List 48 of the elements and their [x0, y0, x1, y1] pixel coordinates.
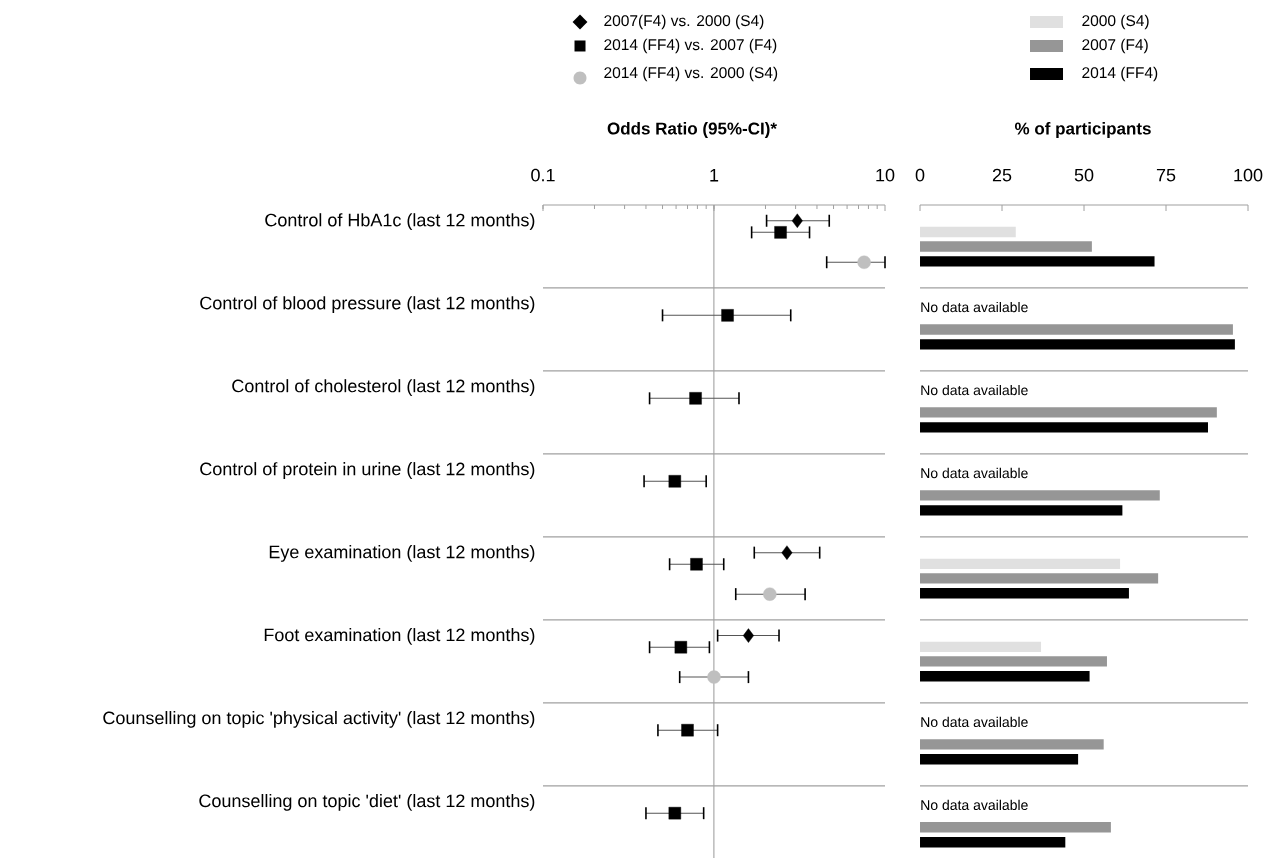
y-tick-label: Eye examination (last 12 months): [269, 545, 535, 562]
chart-title: % of participants: [1014, 122, 1151, 138]
bar: [920, 339, 1235, 350]
x-tick-label: 75: [1156, 168, 1176, 182]
bar: [920, 256, 1155, 267]
x-tick-label: 25: [992, 168, 1012, 182]
legend-label: 2000 (S4): [1082, 14, 1149, 30]
annotation: No data available: [921, 716, 1028, 728]
bar: [920, 490, 1160, 501]
bar: [920, 822, 1111, 833]
bar: [920, 656, 1107, 667]
bar: [920, 324, 1233, 335]
x-tick-label: 50: [1074, 168, 1094, 182]
x-tick-label: 10: [876, 168, 895, 182]
bar: [920, 641, 1042, 653]
x-tick-label: 0.1: [531, 168, 555, 182]
bar: [920, 837, 1066, 848]
bar: [920, 226, 1016, 238]
legend-label: 2014 (FF4): [1082, 66, 1158, 82]
legend-label: 2007 (F4): [1082, 38, 1148, 54]
annotation: No data available: [921, 467, 1028, 479]
bar: [920, 671, 1090, 682]
annotation: No data available: [921, 384, 1028, 396]
x-tick-label: 0: [915, 168, 925, 182]
bar: [920, 241, 1092, 252]
bar: [920, 558, 1121, 570]
legend-label: 2007(F4) vs. 2000 (S4): [604, 14, 764, 30]
bar: [920, 739, 1104, 750]
bar: [920, 505, 1123, 516]
bar: [920, 422, 1208, 433]
y-tick-label: Counselling on topic 'physical activity' (last 12 months): [103, 711, 535, 728]
bar: [920, 573, 1159, 584]
x-tick-label: 100: [1234, 168, 1263, 182]
y-tick-label: Control of protein in urine (last 12 months): [200, 462, 535, 479]
bar: [920, 588, 1129, 599]
x-tick-label: 1: [710, 169, 719, 182]
y-tick-label: Control of HbA1c (last 12 months): [265, 213, 535, 230]
y-tick-label: Control of blood pressure (last 12 months): [200, 296, 535, 313]
chart-title: Odds Ratio (95%-CI)*: [607, 122, 777, 138]
y-tick-label: Control of cholesterol (last 12 months): [232, 379, 535, 396]
y-tick-label: Foot examination (last 12 months): [264, 628, 535, 645]
legend-label: 2014 (FF4) vs. 2000 (S4): [604, 66, 778, 82]
legend-label: 2014 (FF4) vs. 2007 (F4): [604, 38, 777, 54]
y-tick-label: Counselling on topic 'diet' (last 12 months): [199, 794, 535, 811]
bar: [920, 754, 1079, 765]
bar: [920, 407, 1217, 418]
annotation: No data available: [921, 799, 1028, 811]
annotation: No data available: [921, 301, 1028, 313]
